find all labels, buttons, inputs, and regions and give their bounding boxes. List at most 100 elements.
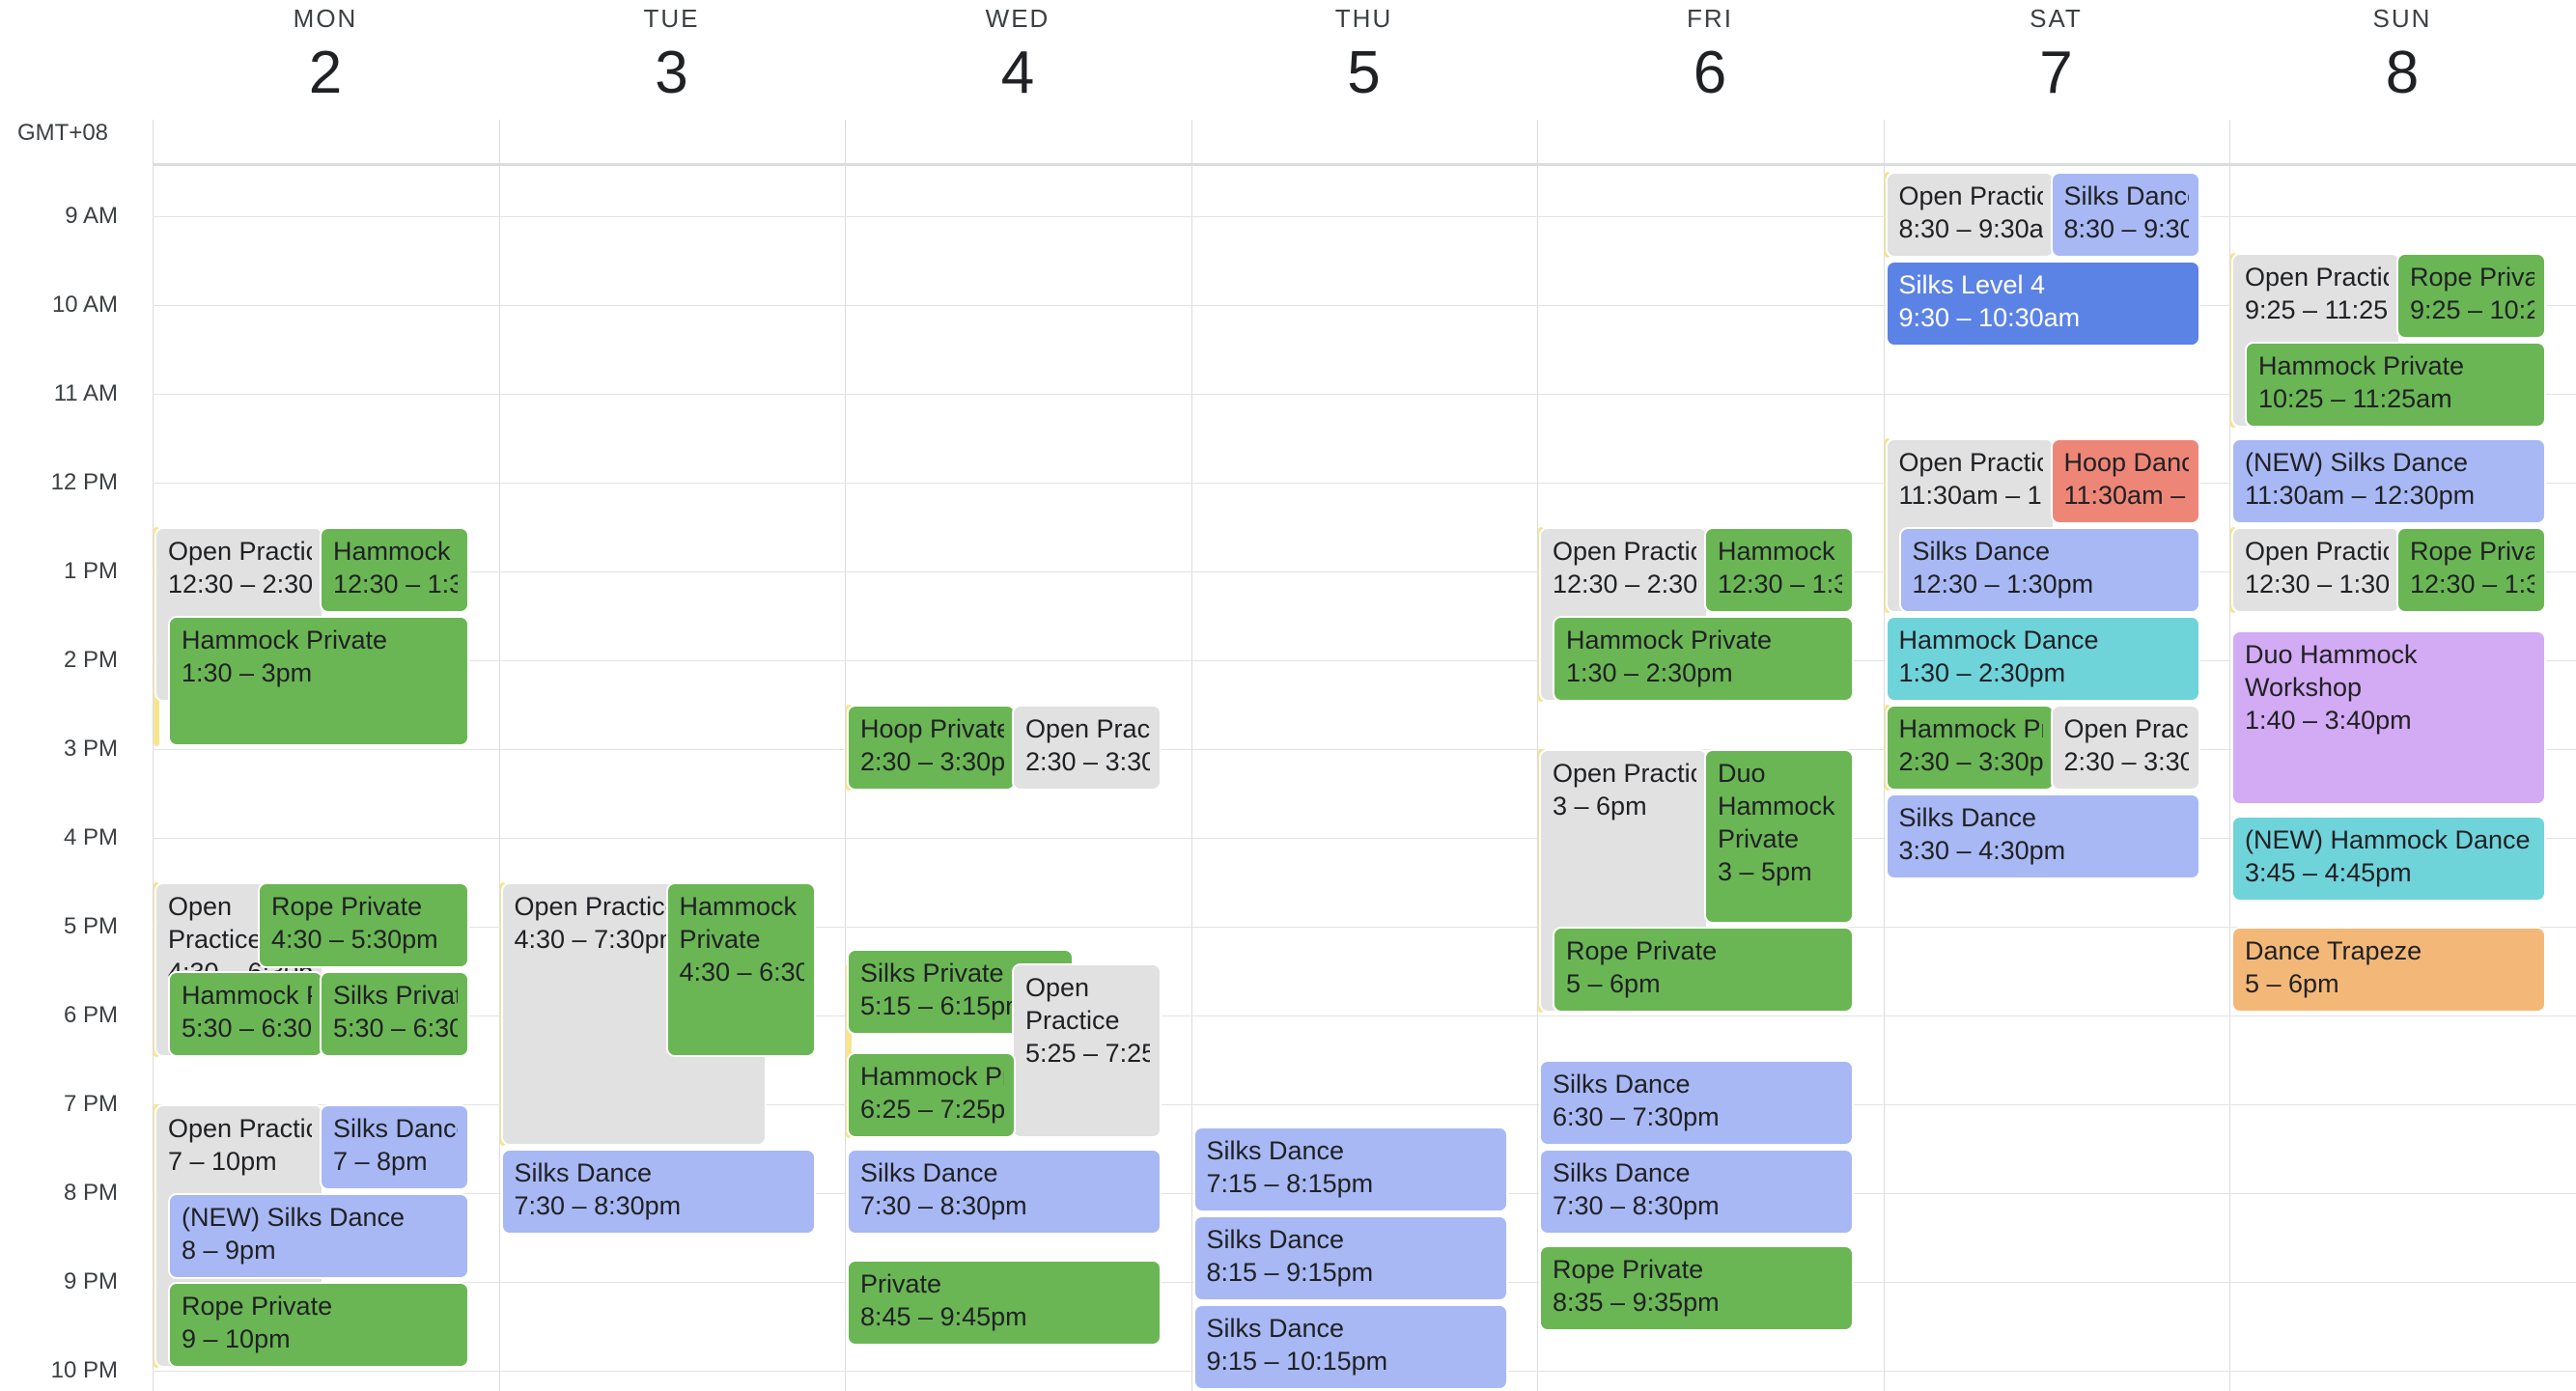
event-hammock-private[interactable]: Hammock Private 1:30 – 2:30pm <box>1553 616 1854 702</box>
event-private[interactable]: Private 8:45 – 9:45pm <box>847 1260 1162 1346</box>
event-hammock-private[interactable]: Hammock Private 4:30 – 6:30pm <box>665 882 816 1057</box>
day-header-sat[interactable]: SAT 7 <box>1884 0 2229 112</box>
event-time: 1:30 – 3pm <box>182 658 313 687</box>
event-open-practice[interactable]: Open Practice 2:30 – 3:30pm <box>1012 705 1162 791</box>
event-silks-private[interactable]: Silks Private 5:30 – 6:30pm <box>320 971 469 1057</box>
hour-gridline <box>153 305 2576 306</box>
event-title: Open Practice <box>2245 263 2389 292</box>
event-silks-dance[interactable]: Silks Dance 12:30 – 1:30pm <box>1898 527 2200 613</box>
event-hammock-private[interactable]: Hammock Private 12:30 – 1:30pm <box>1704 527 1854 613</box>
event-time: 6:25 – 7:25pm <box>860 1095 1004 1125</box>
hour-gridline <box>153 838 2576 839</box>
event-title: Silks Private <box>860 959 1004 988</box>
event-hammock-dance[interactable]: Hammock Dance 1:30 – 2:30pm <box>1885 616 2200 702</box>
event-hoop-dance[interactable]: Hoop Dance 11:30am – 12:30pm <box>2050 438 2200 524</box>
event-hammock-private[interactable]: Hammock Private6:25 – 7:25pm <box>847 1052 1016 1139</box>
event-title: Hoop Dance <box>2063 448 2189 477</box>
event-silks-dance[interactable]: Silks Dance 7:15 – 8:15pm <box>1192 1127 1508 1212</box>
day-number[interactable]: 7 <box>2039 40 2073 106</box>
day-header-sun[interactable]: SUN 8 <box>2229 0 2575 112</box>
event-time: 7 – 10pm <box>168 1147 277 1176</box>
hour-label: 4 PM <box>63 824 118 850</box>
event-time: 7:30 – 8:30pm <box>514 1191 682 1220</box>
event-title: Duo Hammock Private <box>1718 759 1835 853</box>
event-time: 8:30 – 9:30am <box>2063 214 2189 243</box>
event-silks-dance[interactable]: Silks Dance 8:15 – 9:15pm <box>1192 1215 1508 1301</box>
day-header-wed[interactable]: WED 4 <box>845 0 1190 112</box>
event-silks-dance[interactable]: Silks Dance 9:15 – 10:15pm <box>1192 1304 1508 1390</box>
overlap-stripe <box>846 963 852 1139</box>
event-open-practice[interactable]: Open Practice 8:30 – 9:30am <box>1885 172 2055 258</box>
event-time: 9 – 10pm <box>182 1324 291 1353</box>
event-time: 12:30 – 1:30pm <box>1912 570 2094 598</box>
event-silks-dance[interactable]: Silks Dance 7:30 – 8:30pm <box>1539 1149 1854 1235</box>
event-silks-level-4[interactable]: Silks Level 4 9:30 – 10:30am <box>1885 261 2200 347</box>
day-header-thu[interactable]: THU 5 <box>1191 0 1537 112</box>
day-number[interactable]: 6 <box>1693 40 1727 106</box>
event-open-practice[interactable]: Open Practice 12:30 – 1:30pm <box>2231 527 2400 613</box>
day-number[interactable]: 4 <box>1000 40 1035 106</box>
event-title: Open Practice <box>168 537 312 566</box>
event-time: 8:45 – 9:45pm <box>860 1302 1027 1331</box>
event-title: Hammock Private <box>333 537 458 566</box>
hour-label: 10 PM <box>50 1357 118 1383</box>
day-number[interactable]: 8 <box>2385 40 2420 106</box>
event-time: 4:30 – 7:30pm <box>514 925 682 954</box>
event-time: 3:45 – 4:45pm <box>2245 858 2412 887</box>
event-new-silks-dance[interactable]: (NEW) Silks Dance 11:30am – 12:30pm <box>2231 438 2546 524</box>
hour-label: 11 AM <box>53 380 118 406</box>
event-time: 12:30 – 1:30pm <box>333 570 458 598</box>
event-rope-private[interactable]: Rope Private 9 – 10pm <box>168 1282 469 1368</box>
event-time: 2:30 – 3:30pm <box>1898 747 2043 776</box>
event-dance-trapeze[interactable]: Dance Trapeze 5 – 6pm <box>2231 927 2546 1013</box>
hour-gridline <box>153 394 2576 395</box>
event-time: 3 – 5pm <box>1718 857 1812 886</box>
hour-label: 3 PM <box>63 736 118 762</box>
event-rope-private[interactable]: Rope Private 4:30 – 5:30pm <box>258 882 469 968</box>
event-open-practice[interactable]: Open Practice 2:30 – 3:30pm <box>2050 705 2200 791</box>
day-number[interactable]: 5 <box>1347 40 1381 106</box>
event-rope-private[interactable]: Rope Private 8:35 – 9:35pm <box>1539 1244 1854 1331</box>
event-silks-dance[interactable]: Silks Dance 8:30 – 9:30am <box>2050 172 2200 258</box>
event-rope-private[interactable]: Rope Private 5 – 6pm <box>1553 927 1854 1013</box>
event-rope-private[interactable]: Rope Private 9:25 – 10:25am <box>2396 253 2546 340</box>
event-time: 3:30 – 4:30pm <box>1898 836 2066 865</box>
event-time: 12:30 – 2:30pm <box>1553 570 1696 598</box>
day-header-mon[interactable]: MON 2 <box>153 0 498 112</box>
event-silks-dance[interactable]: Silks Dance 3:30 – 4:30pm <box>1885 793 2200 879</box>
event-title: Open Practice <box>1025 973 1120 1036</box>
event-title: Rope Private <box>2410 263 2534 292</box>
event-time: 2:30 – 3:30pm <box>860 747 1004 776</box>
event-silks-dance[interactable]: Silks Dance 6:30 – 7:30pm <box>1539 1060 1854 1146</box>
day-number[interactable]: 3 <box>655 40 688 106</box>
event-title: Open Practice <box>2245 537 2389 566</box>
event-new-hammock-dance[interactable]: (NEW) Hammock Dance 3:45 – 4:45pm <box>2231 816 2546 902</box>
event-silks-dance[interactable]: Silks Dance 7 – 8pm <box>320 1104 469 1190</box>
event-title: Hammock Private <box>1718 537 1842 566</box>
hour-gridline <box>153 1104 2576 1105</box>
event-duo-hammock-workshop[interactable]: Duo Hammock Workshop 1:40 – 3:40pm <box>2231 630 2546 806</box>
event-hammock-private[interactable]: Hammock Private 5:30 – 6:30pm <box>168 971 323 1057</box>
event-duo-hammock-private[interactable]: Duo Hammock Private 3 – 5pm <box>1704 749 1854 924</box>
event-hammock-private[interactable]: Hammock Private 1:30 – 3pm <box>168 616 469 746</box>
event-hammock-private[interactable]: Hammock Private 2:30 – 3:30pm <box>1885 705 2055 791</box>
event-title: Silks Private <box>333 981 458 1010</box>
event-silks-dance[interactable]: Silks Dance 7:30 – 8:30pm <box>500 1149 816 1235</box>
event-rope-private[interactable]: Rope Private 12:30 – 1:30pm <box>2396 527 2546 613</box>
event-silks-dance[interactable]: Silks Dance 7:30 – 8:30pm <box>847 1149 1162 1235</box>
day-header-fri[interactable]: FRI 6 <box>1537 0 1883 112</box>
timezone-label: GMT+08 <box>17 120 109 146</box>
day-header-tue[interactable]: TUE 3 <box>499 0 845 112</box>
event-hoop-private[interactable]: Hoop Private 2:30 – 3:30pm <box>847 705 1016 791</box>
hour-gridline <box>153 660 2576 661</box>
day-number[interactable]: 2 <box>308 40 343 106</box>
event-new-silks-dance[interactable]: (NEW) Silks Dance 8 – 9pm <box>168 1193 469 1279</box>
event-title: Hoop Private <box>860 714 1004 743</box>
event-hammock-private[interactable]: Hammock Private 10:25 – 11:25am <box>2245 342 2546 429</box>
event-time: 4:30 – 6:30pm <box>679 958 804 987</box>
event-hammock-private[interactable]: Hammock Private 12:30 – 1:30pm <box>320 527 469 613</box>
hour-gridline <box>153 216 2576 217</box>
hour-label: 12 PM <box>50 469 118 495</box>
event-title: Silks Dance <box>1206 1314 1345 1343</box>
